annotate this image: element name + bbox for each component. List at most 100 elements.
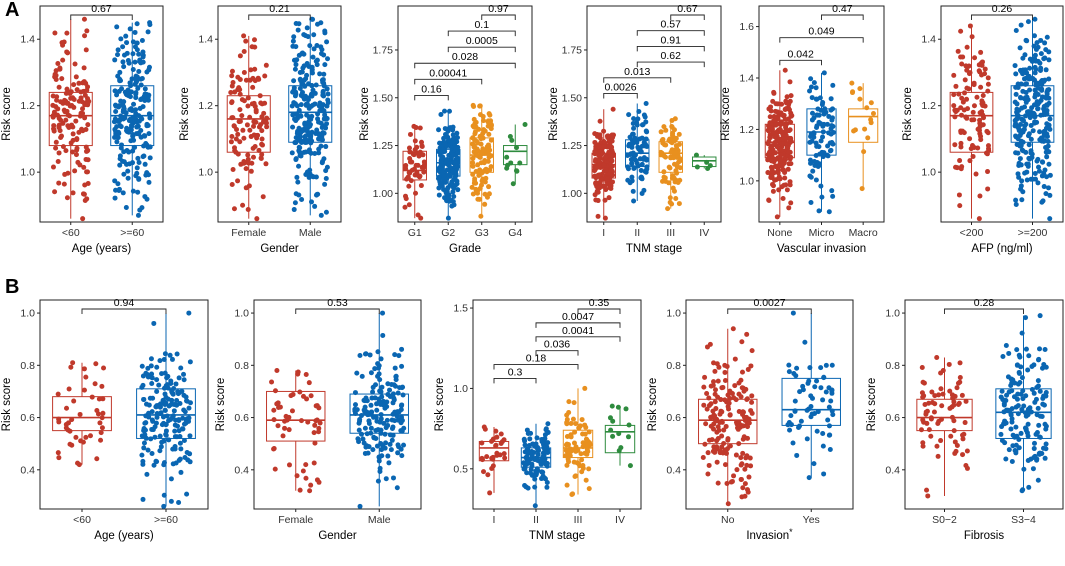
data-point	[776, 187, 782, 193]
data-point	[1009, 416, 1015, 422]
data-point	[382, 431, 388, 437]
data-point	[815, 409, 821, 415]
data-point	[235, 131, 241, 137]
data-point	[293, 157, 299, 163]
data-point	[955, 48, 961, 54]
data-point	[745, 489, 751, 495]
data-point	[521, 460, 527, 466]
data-point	[1027, 65, 1033, 71]
data-point	[289, 150, 295, 156]
data-point	[130, 132, 136, 138]
data-point	[748, 408, 754, 414]
data-point	[407, 131, 413, 137]
data-point	[1014, 112, 1020, 118]
data-point	[57, 66, 63, 72]
data-point	[544, 460, 550, 466]
significance-bracket	[971, 14, 1033, 20]
significance-bracket	[493, 377, 537, 384]
data-point	[935, 453, 941, 459]
data-point	[938, 416, 944, 422]
data-point	[731, 395, 737, 401]
data-point	[985, 169, 991, 175]
data-point	[123, 204, 129, 210]
data-point	[362, 425, 368, 431]
data-point	[521, 436, 527, 442]
data-point	[321, 80, 327, 86]
data-point	[470, 135, 476, 141]
data-point	[115, 52, 121, 58]
data-point	[147, 22, 153, 28]
x-tick-label: <60	[62, 227, 80, 239]
data-point	[1019, 178, 1025, 184]
data-point	[293, 140, 299, 146]
data-point	[389, 417, 395, 423]
data-point	[1033, 90, 1039, 96]
data-point	[952, 142, 958, 148]
data-point	[563, 442, 569, 448]
data-point	[818, 183, 824, 189]
data-point	[748, 463, 754, 469]
data-point	[325, 91, 331, 97]
data-point	[661, 174, 667, 180]
data-point	[355, 436, 361, 442]
data-point	[1010, 432, 1016, 438]
data-point	[297, 145, 303, 151]
data-point	[120, 44, 126, 50]
data-point	[816, 208, 822, 214]
data-point	[807, 365, 813, 371]
data-point	[959, 61, 965, 67]
data-point	[814, 428, 820, 434]
data-point	[245, 206, 251, 212]
data-point	[1035, 405, 1041, 411]
data-point	[295, 179, 301, 185]
data-point	[826, 404, 832, 410]
data-point	[788, 154, 794, 160]
data-point	[231, 123, 237, 129]
data-point	[450, 168, 456, 174]
data-point	[742, 481, 748, 487]
data-point	[483, 175, 489, 181]
data-point	[324, 116, 330, 122]
data-point	[771, 89, 777, 95]
plot-frame	[685, 299, 854, 510]
data-point	[741, 414, 747, 420]
data-point	[146, 111, 152, 117]
data-point	[584, 447, 590, 453]
data-point	[178, 446, 184, 452]
data-point	[1026, 131, 1032, 137]
data-point	[112, 134, 118, 140]
x-axis-label: Gender	[318, 530, 357, 542]
data-point	[532, 476, 538, 482]
data-point	[83, 434, 89, 440]
data-point	[541, 452, 547, 458]
data-point	[60, 144, 66, 150]
data-point	[235, 151, 241, 157]
data-point	[1024, 177, 1030, 183]
data-point	[954, 165, 960, 171]
data-point	[938, 438, 944, 444]
data-point	[1027, 405, 1033, 411]
significance-bracket	[414, 62, 516, 69]
y-axis-label: Risk score	[720, 87, 732, 141]
data-point	[778, 128, 784, 134]
data-point	[360, 436, 366, 442]
data-point	[793, 373, 799, 379]
data-point	[145, 365, 151, 371]
data-point	[450, 139, 456, 145]
data-point	[819, 102, 825, 108]
data-point	[998, 431, 1004, 437]
data-point	[50, 164, 56, 170]
data-point	[70, 124, 76, 130]
data-point	[176, 500, 182, 506]
data-point	[174, 398, 180, 404]
data-point	[1043, 67, 1049, 73]
data-point	[926, 427, 932, 433]
data-point	[1043, 390, 1049, 396]
data-point	[808, 393, 814, 399]
data-point	[738, 455, 744, 461]
significance-bracket	[636, 30, 705, 36]
data-point	[229, 83, 235, 89]
data-point	[315, 21, 321, 27]
x-tick-label: G2	[441, 227, 455, 239]
